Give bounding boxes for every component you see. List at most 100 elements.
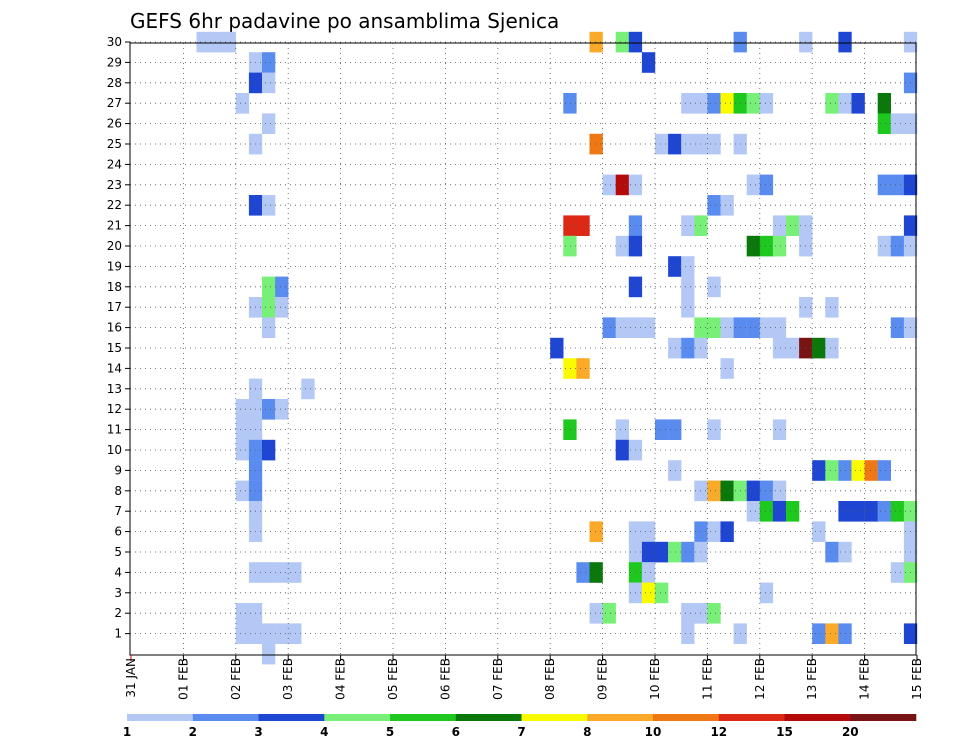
precip-cell [655, 419, 669, 440]
precip-cell [668, 256, 682, 277]
precip-cell [235, 603, 250, 624]
precip-cell [262, 439, 276, 461]
gridlines [130, 41, 916, 655]
precip-cell [681, 603, 695, 624]
precip-cell [235, 480, 250, 502]
precip-cell [262, 113, 276, 134]
precip-cell [235, 623, 250, 644]
y-tick-label: 28 [107, 76, 122, 90]
colorbar-swatch [587, 714, 654, 721]
colorbar-swatch [521, 714, 588, 721]
precip-cell [720, 358, 734, 379]
precip-cell [772, 419, 787, 440]
precip-cell [262, 72, 276, 94]
precip-cell [707, 521, 721, 542]
precip-cell [864, 501, 878, 522]
precip-cell [615, 439, 629, 461]
precip-cell [720, 521, 734, 542]
precip-cell [759, 235, 774, 257]
precip-cell [681, 337, 695, 359]
precip-cell [262, 52, 276, 73]
x-tick-label: 14 FEB [858, 658, 872, 700]
precip-cell [275, 562, 289, 583]
y-axis-members: 1234567891011121314151617181920212223242… [107, 35, 130, 641]
precip-cell [772, 235, 787, 257]
plot-frame [129, 42, 917, 656]
precip-cell [759, 582, 774, 604]
y-tick-label: 24 [107, 157, 122, 171]
precip-cell [877, 93, 891, 114]
y-tick-label: 22 [107, 198, 122, 212]
precip-cell [262, 623, 276, 644]
colorbar-label: 2 [189, 725, 197, 739]
precip-cell [707, 195, 721, 216]
precip-cell [877, 113, 891, 134]
chart-title: GEFS 6hr padavine po ansamblima Sjenica [130, 9, 559, 33]
precip-cell [786, 215, 800, 236]
colorbar-swatch [127, 714, 193, 721]
precip-cell [825, 93, 839, 114]
y-tick-label: 9 [114, 463, 122, 477]
precip-cell [262, 195, 276, 216]
precip-cell [681, 276, 695, 298]
precip-cell [576, 358, 590, 379]
colorbar-label: 3 [254, 725, 262, 739]
precip-cell [759, 480, 774, 502]
y-tick-label: 23 [107, 178, 122, 192]
precip-cell [877, 501, 891, 522]
precip-cell [615, 174, 629, 196]
precip-cell [668, 133, 682, 155]
colorbar-label: 12 [710, 725, 727, 739]
colorbar-label: 6 [452, 725, 460, 739]
precip-cell [851, 460, 865, 481]
precip-cell [681, 297, 695, 318]
precip-cell [563, 419, 577, 440]
precip-cell [707, 480, 721, 502]
precip-cell [301, 378, 315, 400]
precip-cell [589, 31, 603, 53]
y-tick-label: 25 [107, 137, 122, 151]
precip-cell [681, 541, 695, 563]
y-tick-label: 8 [114, 484, 122, 498]
precip-cell [825, 623, 839, 644]
y-tick-label: 10 [107, 443, 122, 457]
colorbar-legend: 1 2 3 4 5 6 7 8 10 12 15 20 [123, 714, 917, 739]
y-tick-label: 27 [107, 96, 122, 110]
precip-cell [262, 643, 276, 665]
precip-cell [615, 419, 629, 440]
precip-cell [746, 235, 760, 257]
precip-cell [641, 52, 656, 73]
precip-cell [563, 215, 577, 236]
precip-cell [772, 215, 787, 236]
precip-cell [759, 93, 774, 114]
precip-cell [890, 113, 905, 134]
precip-cell [759, 317, 774, 338]
precip-cell [641, 541, 656, 563]
y-tick-label: 12 [107, 402, 122, 416]
colorbar-swatch [653, 714, 719, 721]
y-tick-label: 19 [107, 259, 122, 273]
precip-cell [786, 501, 800, 522]
precip-cell [681, 623, 695, 644]
precip-cell [602, 317, 616, 338]
precip-cell [550, 337, 564, 359]
x-tick-label: 08 FEB [543, 658, 557, 700]
precip-cell [707, 93, 721, 114]
precip-cell [602, 174, 616, 196]
y-tick-label: 14 [107, 361, 122, 375]
colorbar-swatch [324, 714, 391, 721]
precip-cell [759, 174, 774, 196]
colorbar-swatch [784, 714, 851, 721]
y-tick-label: 16 [107, 321, 122, 335]
precip-cell [235, 419, 250, 440]
precip-cell [196, 31, 210, 53]
x-tick-label: 15 FEB [910, 658, 924, 700]
precip-cell [262, 562, 276, 583]
precip-cell [655, 541, 669, 563]
precip-cell [602, 603, 616, 624]
y-tick-label: 15 [107, 341, 122, 355]
precip-cell [890, 562, 905, 583]
colorbar-label: 4 [320, 725, 328, 739]
precip-cell [877, 174, 891, 196]
precip-cell [262, 276, 276, 298]
